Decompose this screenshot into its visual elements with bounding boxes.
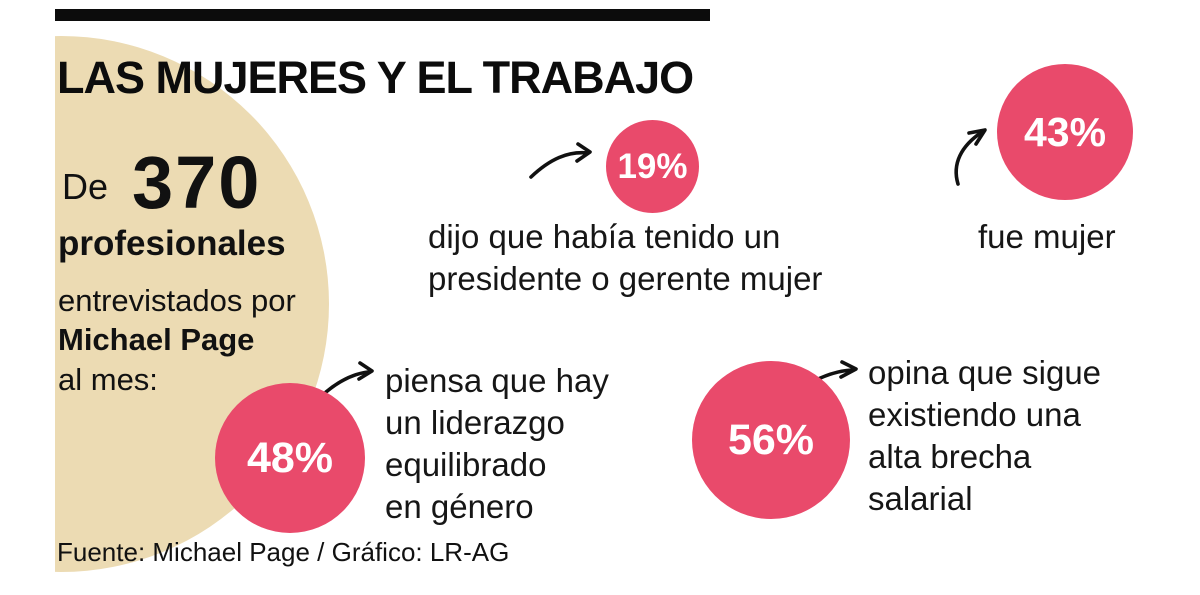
intro-prefix: De (62, 166, 109, 207)
intro-profesionales: profesionales (58, 224, 286, 263)
percent-circle-56: 56% (692, 361, 850, 519)
stat-caption-43: fue mujer (978, 216, 1116, 258)
caption-line: piensa que hay (385, 362, 609, 399)
caption-line: equilibrado (385, 445, 547, 483)
caption-line: en género (385, 487, 534, 525)
caption-line: opina que sigue (868, 354, 1102, 391)
percent-circle-48: 48% (215, 383, 365, 533)
percent-value: 48% (246, 433, 334, 482)
percent-value: 56% (727, 415, 815, 464)
percent-circle-43: 43% (997, 64, 1133, 200)
percent-value: 43% (1023, 108, 1107, 155)
intro-entrevistados: entrevistados por (58, 283, 296, 318)
percent-circle-19: 19% (606, 120, 699, 213)
stat-caption-56: opina que sigue existiendo una alta brec… (868, 352, 1101, 520)
curved-arrow-icon (324, 361, 374, 394)
source-credit: Fuente: Michael Page / Gráfico: LR-AG (57, 537, 510, 567)
curved-arrow-icon (954, 128, 987, 186)
caption-line: un liderazgo (385, 403, 565, 441)
stat-caption-48: piensa que hay un liderazgo equilibrado … (385, 360, 609, 528)
curved-arrow-icon (529, 142, 592, 179)
caption-line: dijo que había tenido un (428, 218, 781, 255)
percent-value: 19% (617, 146, 688, 186)
caption-line: alta brecha (868, 437, 1032, 475)
caption-line: presidente o gerente mujer (428, 259, 823, 297)
caption-line: salarial (868, 479, 973, 517)
page-title: LAS MUJERES Y EL TRABAJO (57, 52, 694, 103)
intro-michael-page: Michael Page (58, 322, 255, 357)
sample-size-number: 370 (132, 141, 262, 224)
caption-line: fue mujer (978, 218, 1116, 255)
intro-al-mes: al mes: (58, 362, 158, 397)
caption-line: existiendo una (868, 395, 1081, 433)
stat-caption-19: dijo que había tenido un presidente o ge… (428, 216, 822, 300)
title-rule (55, 9, 710, 21)
